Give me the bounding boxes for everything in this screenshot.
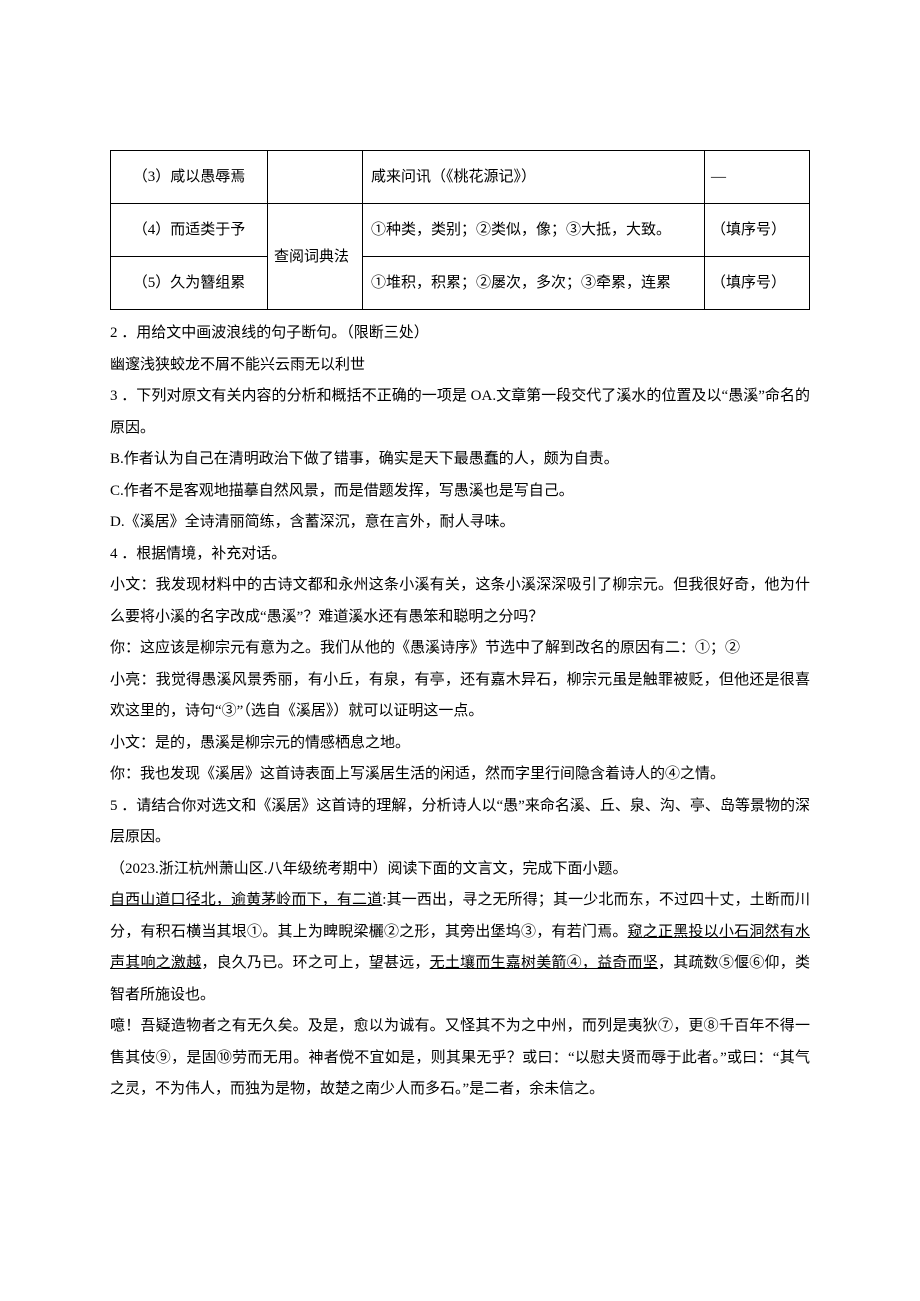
question-2-stem: 2 ．用给文中画波浪线的句子断句。（限断三处） [110,318,810,350]
cell-ref-3: 咸来问讯（《桃花源记》） [363,151,705,204]
cell-method-45: 查阅词典法 [268,204,363,310]
passage-para-1: 自西山道口径北，逾黄茅岭而下，有二道:其一西出，寻之无所得；其一少北而东，不过四… [110,885,810,1011]
passage-para-2: 噫！吾疑造物者之有无久矣。及是，愈以为诚有。又怪其不为之中州，而列是夷狄⑦，更⑧… [110,1011,810,1106]
cell-ref-5: ①堆积，积累；②屡次，多次；③牵累，连累 [363,257,705,310]
cell-phrase-4: （4）而适类于予 [111,204,268,257]
underline-segment-1: 自西山道口径北，逾黄茅岭而下，有二道 [110,892,382,908]
question-4-stem: 4 ．根据情境，补充对话。 [110,539,810,571]
source-info: （2023.浙江杭州萧山区.八年级统考期中）阅读下面的文言文，完成下面小题。 [110,854,810,886]
dialogue-you-1: 你：这应该是柳宗元有意为之。我们从他的《愚溪诗序》节选中了解到改名的原因有二：①… [110,633,810,665]
text-segment: ，良久乃已。环之可上，望甚远， [201,955,429,971]
cell-ans-3: — [705,151,810,204]
vocab-table: （3）咸以愚辱焉 咸来问讯（《桃花源记》） — （4）而适类于予 查阅词典法 ①… [110,150,810,310]
dialogue-xiaoliang: 小亮：我觉得愚溪风景秀丽，有小丘，有泉，有亭，还有嘉木异石，柳宗元虽是触罪被贬，… [110,665,810,728]
cell-ref-4: ①种类，类别；②类似，像；③大抵，大致。 [363,204,705,257]
table-row: （3）咸以愚辱焉 咸来问讯（《桃花源记》） — [111,151,810,204]
question-3-d: D.《溪居》全诗清丽简练，含蓄深沉，意在言外，耐人寻味。 [110,507,810,539]
dialogue-xiaowen-1: 小文：我发现材料中的古诗文都和永州这条小溪有关，这条小溪深深吸引了柳宗元。但我很… [110,570,810,633]
question-5: 5 ．请结合你对选文和《溪居》这首诗的理解，分析诗人以“愚”来命名溪、丘、泉、沟… [110,791,810,854]
dialogue-xiaowen-2: 小文：是的，愚溪是柳宗元的情感栖息之地。 [110,728,810,760]
question-3-stem: 3 ．下列对原文有关内容的分析和概括不正确的一项是 OA.文章第一段交代了溪水的… [110,381,810,444]
dialogue-you-2: 你：我也发现《溪居》这首诗表面上写溪居生活的闲适，然而字里行间隐含着诗人的④之情… [110,759,810,791]
cell-ans-4: （填序号） [705,204,810,257]
cell-phrase-3: （3）咸以愚辱焉 [111,151,268,204]
table-row: （5）久为簪组累 ①堆积，积累；②屡次，多次；③牵累，连累 （填序号） [111,257,810,310]
question-2-text: 幽邃浅狭蛟龙不屑不能兴云雨无以利世 [110,350,810,382]
cell-ans-5: （填序号） [705,257,810,310]
cell-method-3 [268,151,363,204]
question-3-c: C.作者不是客观地描摹自然风景，而是借题发挥，写愚溪也是写自己。 [110,476,810,508]
cell-phrase-5: （5）久为簪组累 [111,257,268,310]
underline-segment-3: 无土壤而生嘉树美箭④，益奇而坚 [430,955,658,971]
question-3-b: B.作者认为自己在清明政治下做了错事，确实是天下最愚蠢的人，颇为自责。 [110,444,810,476]
table-row: （4）而适类于予 查阅词典法 ①种类，类别；②类似，像；③大抵，大致。 （填序号… [111,204,810,257]
